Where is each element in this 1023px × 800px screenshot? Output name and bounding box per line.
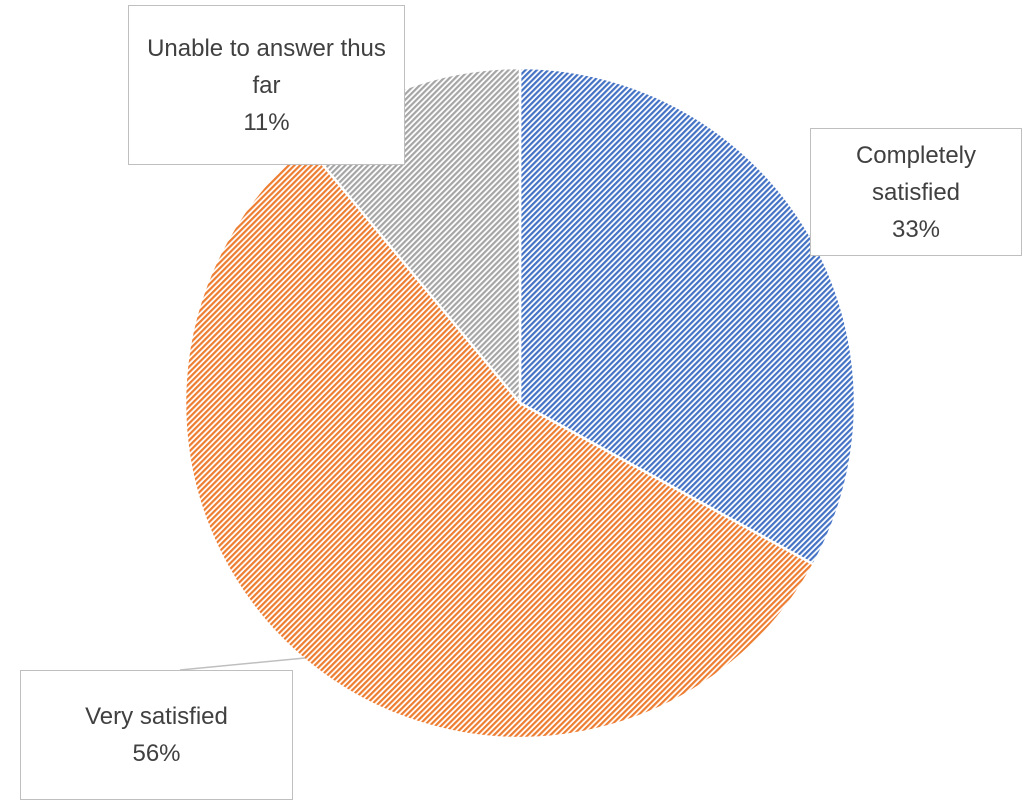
value-label: 11% <box>243 108 290 136</box>
value-label: 33% <box>891 215 941 243</box>
value-label: 56% <box>132 740 181 767</box>
data-label: Completely satisfied 33% <box>810 128 1022 256</box>
pie-slice <box>183 143 816 740</box>
category-label: Completely satisfied <box>855 141 977 206</box>
category-label: Unable to answer thus far <box>147 34 386 99</box>
data-label: Unable to answer thus far 11% <box>128 5 405 165</box>
pie-slice <box>518 66 857 567</box>
data-label: Very satisfied 56% <box>20 670 293 800</box>
leader-line <box>179 657 306 671</box>
category-label: Very satisfied <box>85 703 228 730</box>
